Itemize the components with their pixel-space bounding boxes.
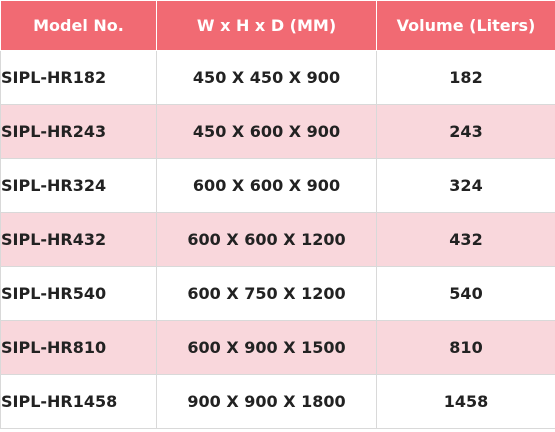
- cell-volume: 243: [376, 104, 555, 159]
- cell-model: SIPL-HR1458: [0, 374, 157, 429]
- cell-model: SIPL-HR243: [0, 104, 157, 159]
- header-dimensions: W x H x D (MM): [156, 0, 377, 51]
- table-row: SIPL-HR810 600 X 900 X 1500 810: [0, 320, 555, 375]
- header-model: Model No.: [0, 0, 157, 51]
- cell-volume: 540: [376, 266, 555, 321]
- cell-model: SIPL-HR324: [0, 158, 157, 213]
- cell-volume: 324: [376, 158, 555, 213]
- cell-model: SIPL-HR432: [0, 212, 157, 267]
- cell-dimensions: 600 X 600 X 900: [156, 158, 377, 213]
- cell-model: SIPL-HR810: [0, 320, 157, 375]
- cell-model: SIPL-HR540: [0, 266, 157, 321]
- cell-volume: 432: [376, 212, 555, 267]
- cell-dimensions: 600 X 600 X 1200: [156, 212, 377, 267]
- cell-dimensions: 900 X 900 X 1800: [156, 374, 377, 429]
- table-row: SIPL-HR243 450 X 600 X 900 243: [0, 104, 555, 159]
- table-row: SIPL-HR182 450 X 450 X 900 182: [0, 50, 555, 105]
- header-volume: Volume (Liters): [376, 0, 555, 51]
- cell-volume: 810: [376, 320, 555, 375]
- cell-model: SIPL-HR182: [0, 50, 157, 105]
- cell-dimensions: 600 X 750 X 1200: [156, 266, 377, 321]
- table-row: SIPL-HR1458 900 X 900 X 1800 1458: [0, 374, 555, 429]
- cell-volume: 1458: [376, 374, 555, 429]
- table-row: SIPL-HR432 600 X 600 X 1200 432: [0, 212, 555, 267]
- cell-volume: 182: [376, 50, 555, 105]
- table-row: SIPL-HR540 600 X 750 X 1200 540: [0, 266, 555, 321]
- table-header-row: Model No. W x H x D (MM) Volume (Liters): [0, 0, 555, 51]
- cell-dimensions: 600 X 900 X 1500: [156, 320, 377, 375]
- cell-dimensions: 450 X 600 X 900: [156, 104, 377, 159]
- table-row: SIPL-HR324 600 X 600 X 900 324: [0, 158, 555, 213]
- cell-dimensions: 450 X 450 X 900: [156, 50, 377, 105]
